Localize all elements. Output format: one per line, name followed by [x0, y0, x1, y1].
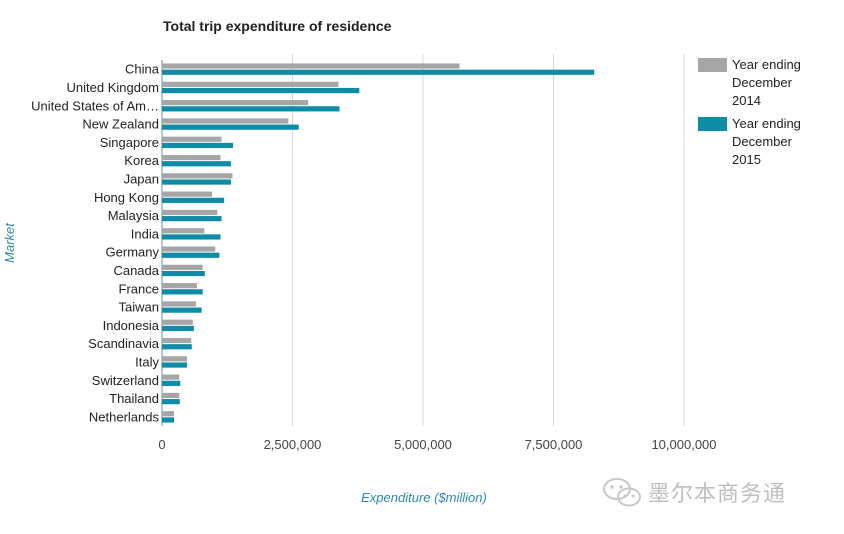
category-label: China	[125, 62, 160, 77]
legend-item-2014: Year ending December 2014	[698, 56, 838, 110]
bar-2014	[162, 154, 221, 161]
category-label: United Kingdom	[67, 80, 160, 95]
watermark-text: 墨尔本商务通	[648, 481, 787, 506]
bar-2015	[162, 87, 360, 94]
bar-2015	[162, 289, 203, 295]
category-label: United States of Am…	[31, 98, 159, 113]
category-label: Italy	[135, 354, 159, 369]
bar-2014	[162, 173, 233, 179]
category-label: France	[119, 281, 159, 296]
bar-2015	[162, 197, 225, 203]
bar-2015	[162, 106, 340, 112]
category-label: Taiwan	[119, 300, 159, 315]
bar-2015	[162, 234, 221, 240]
bar-2014	[162, 100, 309, 106]
bar-2015	[162, 417, 175, 423]
legend-item-2015: Year ending December 2015	[698, 115, 838, 169]
legend-label-2015: Year ending December 2015	[732, 116, 801, 167]
bar-2015	[162, 69, 595, 75]
bar-2015	[162, 124, 299, 130]
bar-2014	[162, 319, 193, 325]
category-label: Hong Kong	[94, 190, 159, 205]
x-tick-labels: 0 2,500,000 5,000,000 7,500,000 10,000,000	[158, 437, 716, 452]
legend-swatch-2015	[698, 117, 727, 131]
legend-label-2014: Year ending December 2014	[732, 57, 801, 108]
x-tick-label: 2,500,000	[264, 437, 322, 452]
bar-2014	[162, 283, 197, 289]
x-tick-label: 5,000,000	[394, 437, 452, 452]
category-label: Indonesia	[103, 318, 160, 333]
bar-2015	[162, 399, 180, 405]
category-label: New Zealand	[82, 117, 159, 132]
bar-2015	[162, 142, 233, 149]
bar-2014	[162, 301, 196, 307]
category-label: Netherlands	[89, 409, 160, 424]
x-tick-label: 0	[158, 437, 165, 452]
bar-2014	[162, 228, 205, 234]
category-labels: China United Kingdom United States of Am… N…	[31, 62, 160, 425]
bar-2014	[162, 81, 339, 87]
bar-2015	[162, 325, 194, 332]
bar-2014	[162, 356, 188, 362]
category-label: Korea	[124, 153, 159, 168]
bar-2014	[162, 63, 460, 69]
bar-2014	[162, 191, 213, 197]
chart-title: Total trip expenditure of residence	[163, 18, 392, 34]
bar-2014	[162, 337, 192, 344]
bar-2014	[162, 246, 216, 252]
bar-2015	[162, 270, 205, 277]
bar-2015	[162, 344, 192, 350]
category-label: Malaysia	[108, 208, 160, 223]
category-label: Switzerland	[92, 373, 159, 388]
x-tick-label: 10,000,000	[651, 437, 716, 452]
bar-2015	[162, 380, 181, 386]
bar-2014	[162, 392, 180, 399]
category-label: India	[131, 226, 160, 241]
bar-2015	[162, 216, 222, 222]
x-axis-title: Expenditure ($million)	[361, 490, 487, 505]
bar-2015	[162, 362, 188, 368]
category-label: Thailand	[109, 391, 159, 406]
bar-2014	[162, 209, 218, 216]
bar-2015	[162, 252, 220, 258]
wechat-icon	[603, 478, 641, 507]
category-label: Singapore	[100, 135, 159, 150]
bar-2015	[162, 307, 202, 313]
category-label: Canada	[113, 263, 159, 278]
legend-swatch-2014	[698, 58, 727, 72]
y-axis-title: Market	[2, 222, 17, 263]
category-label: Scandinavia	[88, 336, 160, 351]
category-label: Japan	[124, 171, 159, 186]
watermark: 墨尔本商务通	[602, 476, 786, 508]
bar-2014	[162, 411, 175, 417]
category-label: Germany	[106, 245, 160, 260]
gridlines	[292, 54, 685, 426]
legend: Year ending December 2014 Year ending De…	[698, 56, 838, 174]
bars	[162, 63, 595, 423]
x-tick-label: 7,500,000	[525, 437, 583, 452]
bar-2014	[162, 374, 180, 380]
bar-2014	[162, 136, 222, 142]
bar-2015	[162, 161, 231, 167]
bar-2014	[162, 118, 289, 124]
bar-2014	[162, 264, 203, 270]
bar-2015	[162, 179, 231, 185]
